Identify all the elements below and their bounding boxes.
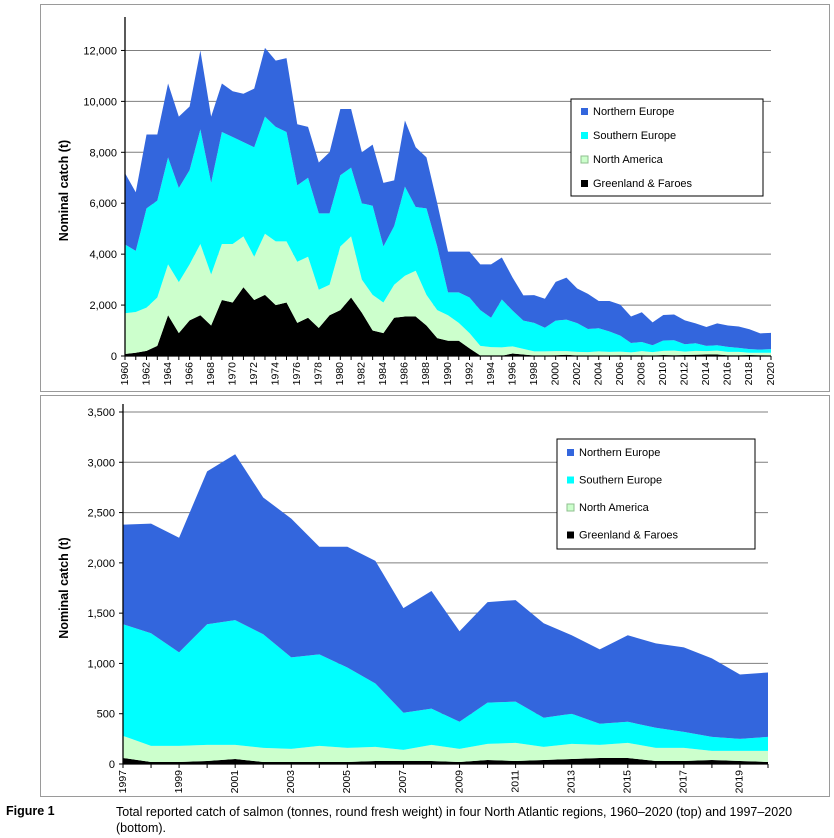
x-tick-label: 2006	[614, 362, 626, 386]
legend-box	[570, 98, 764, 197]
x-tick-label: 2005	[341, 770, 353, 794]
x-tick-label: 2016	[722, 362, 734, 386]
legend-label: Northern Europe	[593, 106, 674, 118]
x-tick-label: 1970	[226, 362, 238, 386]
x-tick-label: 1976	[291, 362, 303, 386]
y-tick-label: 2,000	[87, 558, 115, 570]
legend-swatch	[581, 132, 588, 139]
legend-label: Greenland & Faroes	[579, 530, 679, 542]
y-tick-label: 1,500	[87, 608, 115, 620]
x-tick-label: 1978	[313, 362, 325, 386]
y-tick-label: 0	[109, 759, 115, 771]
x-tick-label: 2002	[571, 362, 583, 386]
x-tick-label: 2011	[509, 770, 521, 793]
legend-swatch	[566, 503, 575, 512]
x-tick-label: 2014	[700, 362, 712, 386]
area-north-america	[123, 735, 768, 762]
x-tick-label: 1986	[399, 362, 411, 386]
legend-swatch	[580, 155, 589, 164]
y-tick-label: 6,000	[89, 198, 117, 210]
x-tick-label: 2020	[765, 362, 777, 386]
x-tick-label: 1988	[420, 362, 432, 386]
legend-label: Southern Europe	[593, 130, 676, 142]
x-tick-label: 1964	[162, 362, 174, 386]
x-tick-label: 1972	[248, 362, 260, 386]
x-tick-label: 1990	[442, 362, 454, 386]
y-tick-label: 4,000	[89, 249, 117, 261]
legend-swatch	[581, 180, 588, 187]
legend-swatch	[567, 531, 574, 539]
x-tick-label: 1998	[528, 362, 540, 386]
x-tick-label: 2012	[679, 362, 691, 386]
caption-text: Total reported catch of salmon (tonnes, …	[116, 805, 793, 835]
legend-swatch	[567, 449, 574, 456]
x-tick-label: 2013	[565, 770, 577, 794]
y-tick-label: 8,000	[89, 147, 117, 159]
x-tick-label: 1984	[377, 362, 389, 386]
legend-swatch	[581, 108, 588, 115]
area-southern-europe	[125, 116, 771, 353]
area-greenland-faroes	[125, 287, 771, 356]
x-tick-label: 2019	[734, 770, 746, 794]
x-tick-label: 1960	[119, 362, 131, 386]
x-tick-label: 2009	[453, 770, 465, 794]
y-tick-label: 3,000	[87, 457, 115, 469]
legend-label: North America	[579, 502, 650, 514]
legend-swatch	[567, 476, 574, 484]
x-tick-label: 2015	[622, 770, 634, 794]
area-southern-europe	[123, 620, 768, 751]
y-tick-label: 500	[97, 709, 115, 721]
legend-label: Southern Europe	[579, 475, 662, 487]
legend-label: North America	[593, 154, 664, 166]
x-tick-label: 1968	[205, 362, 217, 386]
legend-box	[556, 438, 756, 550]
y-tick-label: 3,500	[87, 407, 115, 419]
area-greenland-faroes	[123, 757, 768, 764]
y-tick-label: 2,000	[89, 300, 117, 312]
legend-label: Greenland & Faroes	[593, 178, 693, 190]
x-tick-label: 2018	[743, 362, 755, 386]
x-tick-label: 2017	[678, 770, 690, 794]
y-tick-label: 1,000	[87, 658, 115, 670]
y-tick-label: 10,000	[83, 96, 117, 108]
area-northern-europe	[125, 47, 771, 350]
x-tick-label: 2010	[657, 362, 669, 386]
x-tick-label: 1996	[506, 362, 518, 386]
bottom-chart: 0 500 1,000 1,500 2,000 2,500 3,000 3,500 1997 19…	[57, 404, 769, 794]
x-tick-label: 2003	[285, 770, 297, 794]
x-tick-label: 2000	[549, 362, 561, 386]
y-tick-label: 12,000	[83, 45, 117, 57]
x-tick-label: 2004	[593, 362, 605, 386]
y-axis-title: Nominal catch (t)	[57, 537, 71, 638]
y-axis-title: Nominal catch (t)	[57, 140, 71, 241]
legend-label: Northern Europe	[579, 447, 660, 459]
x-tick-label: 1974	[270, 362, 282, 386]
x-tick-label: 1992	[463, 362, 475, 386]
x-tick-label: 1999	[173, 770, 185, 794]
y-tick-label: 2,500	[87, 508, 115, 520]
top-chart-panel: 0 2,000 4,000 6,000 8,000 10,000 12,000 1960 196…	[40, 4, 830, 392]
x-tick-label: 1966	[183, 362, 195, 386]
y-tick-label: 0	[111, 351, 117, 363]
x-tick-label: 1994	[485, 362, 497, 386]
x-tick-label: 1980	[334, 362, 346, 386]
area-northern-europe	[123, 454, 768, 739]
caption-label: Figure 1	[6, 804, 55, 818]
x-tick-label: 1962	[140, 362, 152, 386]
top-chart: 0 2,000 4,000 6,000 8,000 10,000 12,000 1960 196…	[57, 17, 777, 386]
bottom-chart-panel: 0 500 1,000 1,500 2,000 2,500 3,000 3,500 1997 19…	[40, 395, 830, 797]
x-tick-label: 2007	[397, 770, 409, 794]
x-tick-label: 2001	[229, 770, 241, 794]
area-north-america	[125, 233, 771, 356]
x-tick-label: 1982	[356, 362, 368, 386]
x-tick-label: 2008	[636, 362, 648, 386]
x-tick-label: 1997	[117, 770, 129, 794]
